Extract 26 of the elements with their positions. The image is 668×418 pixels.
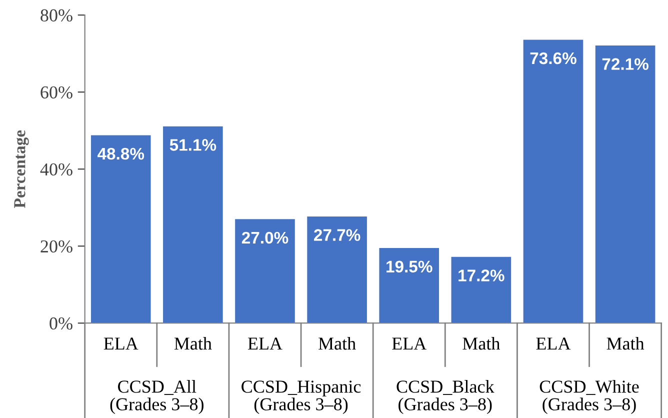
text: CCSD_All (Grades 3–8) — [110, 380, 204, 414]
text: CCSD_Hispanic (Grades 3–8) — [242, 380, 361, 414]
text: CCSD_White (Grades 3–8) — [540, 380, 639, 414]
text: CCSD_Black (Grades 3–8) — [396, 380, 494, 414]
x-tick-label: Math — [606, 337, 644, 350]
data-label: 48.8% — [97, 148, 144, 160]
x-tick-label: ELA — [248, 338, 282, 350]
y-tick-label: 0% — [50, 317, 72, 330]
y-tick-label: 60% — [40, 86, 72, 99]
data-label: 73.6% — [530, 52, 576, 64]
x-tick-label: Math — [318, 337, 356, 350]
data-label: 72.1% — [602, 58, 648, 70]
data-label: 17.2% — [458, 270, 504, 282]
x-tick-label: Math — [174, 337, 212, 350]
x-tick-label: ELA — [536, 338, 571, 350]
y-axis-title: Percentage — [14, 130, 29, 208]
data-label: 51.1% — [170, 139, 216, 151]
x-tick-label: ELA — [104, 338, 138, 350]
data-label: 27.7% — [314, 229, 360, 241]
y-tick-label: 80% — [40, 9, 72, 22]
x-tick-label: ELA — [392, 338, 427, 350]
y-tick-label: 40% — [40, 163, 72, 176]
data-label: 27.0% — [242, 232, 288, 244]
x-tick-label: Math — [462, 337, 500, 350]
y-tick-label: 20% — [40, 240, 72, 253]
data-label: 19.5% — [386, 260, 432, 273]
